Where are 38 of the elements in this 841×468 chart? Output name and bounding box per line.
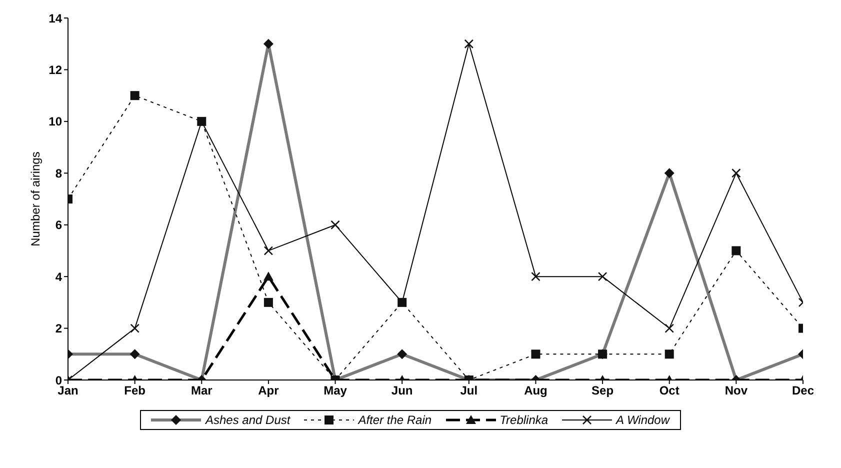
point	[598, 272, 608, 282]
x-tick-label: Mar	[190, 384, 213, 398]
y-axis-title: Number of airings	[28, 152, 42, 246]
y-tick-label: 4	[55, 270, 62, 284]
point	[531, 272, 540, 282]
point	[464, 39, 474, 49]
x-tick-label: Nov	[724, 384, 748, 398]
x-tick-label: Aug	[524, 384, 548, 398]
y-tick-label: 10	[48, 114, 62, 129]
x-tick-label: Dec	[792, 384, 814, 398]
y-tick-label: 8	[55, 166, 62, 180]
point	[732, 246, 741, 256]
y-tick-label: 2	[55, 322, 62, 336]
legend-label: After the Rain	[358, 413, 432, 427]
y-tick-label: 12	[48, 62, 62, 77]
x-tick-label: Apr	[258, 384, 280, 398]
x-tick-label: May	[324, 384, 348, 398]
x-tick-label: Sep	[592, 384, 614, 398]
x-tick-label: Oct	[659, 384, 680, 398]
point	[598, 350, 608, 359]
point	[330, 220, 340, 230]
x-tick-label: Jun	[391, 384, 413, 398]
point	[264, 298, 273, 307]
x-tick-label: Feb	[124, 384, 146, 398]
legend-label: Treblinka	[500, 413, 548, 427]
legend-label: A Window	[616, 413, 670, 427]
y-tick-label: 14	[48, 11, 62, 26]
legend-label: Ashes and Dust	[205, 413, 290, 427]
point	[664, 324, 674, 333]
y-tick-label: 6	[55, 218, 62, 232]
point	[732, 168, 741, 178]
x-tick-label: Jul	[460, 384, 478, 398]
point	[130, 91, 140, 100]
point	[531, 350, 540, 359]
point	[263, 272, 274, 281]
point	[264, 246, 274, 256]
point	[130, 324, 140, 333]
point	[664, 350, 674, 359]
